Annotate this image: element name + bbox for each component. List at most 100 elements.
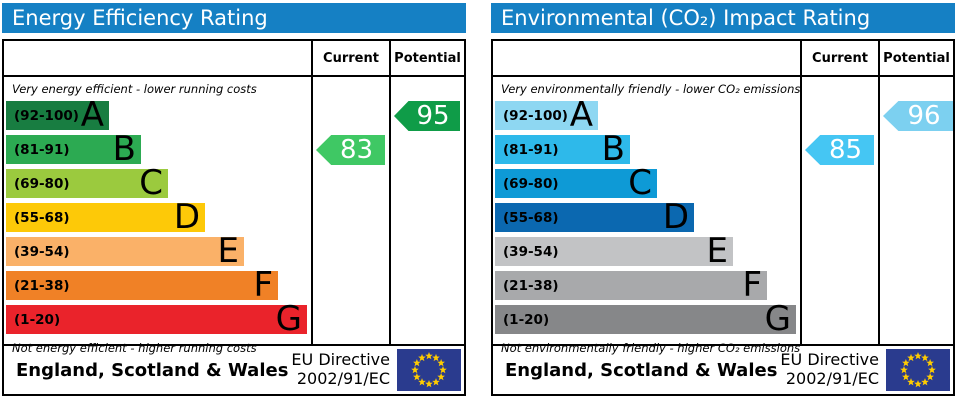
- band-row-g: (1-20) G: [4, 299, 311, 339]
- band-letter: A: [569, 95, 593, 135]
- band-row-c: (69-80) C: [4, 163, 311, 203]
- band-g: (1-20) G: [6, 299, 307, 339]
- co2-footer: England, Scotland & Wales EU Directive 2…: [491, 344, 955, 396]
- co2-potential-area: 96: [880, 77, 953, 344]
- band-range: (81-91): [14, 141, 70, 158]
- energy-potential-arrow: 95: [394, 101, 460, 131]
- band-letter: E: [706, 231, 728, 271]
- energy-rating-table: Very energy efficient - lower running co…: [2, 39, 466, 355]
- energy-bottom-caption: Not energy efficient - higher running co…: [12, 341, 257, 355]
- band-row-c: (69-80) C: [493, 163, 800, 203]
- band-d: (55-68) D: [495, 197, 694, 237]
- co2-potential-column: Potential 96: [878, 41, 953, 344]
- band-range: (92-100): [503, 107, 568, 124]
- band-letter: B: [601, 129, 625, 169]
- band-letter: G: [764, 299, 791, 339]
- band-row-d: (55-68) D: [4, 197, 311, 237]
- band-range: (55-68): [503, 209, 559, 226]
- co2-bottom-caption: Not environmentally friendly - higher CO…: [501, 341, 801, 355]
- band-letter: F: [742, 265, 762, 305]
- co2-current-area: 85: [802, 77, 878, 344]
- band-row-e: (39-54) E: [4, 234, 311, 268]
- band-a: (92-100) A: [6, 95, 109, 135]
- energy-current-arrow: 83: [316, 135, 385, 165]
- eu-directive-label: EU Directive 2002/91/EC: [291, 350, 390, 389]
- band-row-f: (21-38) F: [493, 265, 800, 305]
- co2-current-column: Current 85: [800, 41, 878, 344]
- eu-directive-line2: 2002/91/EC: [296, 369, 390, 388]
- eu-directive-label: EU Directive 2002/91/EC: [780, 350, 879, 389]
- co2-title-bar: Environmental (CO₂) Impact Rating: [491, 3, 955, 33]
- energy-efficiency-panel: Energy Efficiency Rating Very energy eff…: [2, 3, 466, 396]
- band-row-f: (21-38) F: [4, 265, 311, 305]
- energy-title: Energy Efficiency Rating: [12, 6, 268, 30]
- energy-potential-column: Potential 95: [389, 41, 464, 344]
- band-range: (39-54): [503, 243, 559, 260]
- band-d: (55-68) D: [6, 197, 205, 237]
- energy-header-spacer: [4, 41, 311, 77]
- energy-title-bar: Energy Efficiency Rating: [2, 3, 466, 33]
- band-range: (55-68): [14, 209, 70, 226]
- band-letter: D: [662, 197, 689, 237]
- band-letter: C: [628, 163, 652, 203]
- co2-current-value: 85: [828, 135, 863, 165]
- energy-potential-area: 95: [391, 77, 464, 344]
- band-range: (92-100): [14, 107, 79, 124]
- region-label: England, Scotland & Wales: [505, 359, 778, 381]
- current-column-header: Current: [802, 41, 878, 77]
- band-c: (69-80) C: [495, 163, 657, 203]
- band-range: (69-80): [503, 175, 559, 192]
- band-f: (21-38) F: [495, 265, 767, 305]
- band-row-g: (1-20) G: [493, 299, 800, 339]
- co2-title: Environmental (CO₂) Impact Rating: [501, 6, 871, 30]
- current-column-header: Current: [313, 41, 389, 77]
- band-e: (39-54) E: [495, 231, 733, 271]
- co2-bands-body: Very environmentally friendly - lower CO…: [493, 77, 800, 355]
- band-a: (92-100) A: [495, 95, 598, 135]
- energy-bands-body: Very energy efficient - lower running co…: [4, 77, 311, 355]
- band-row-d: (55-68) D: [493, 197, 800, 237]
- co2-potential-value: 96: [907, 101, 941, 131]
- energy-footer: England, Scotland & Wales EU Directive 2…: [2, 344, 466, 396]
- band-range: (1-20): [14, 311, 61, 328]
- co2-header-spacer: [493, 41, 800, 77]
- band-range: (21-38): [14, 277, 70, 294]
- co2-impact-panel: Environmental (CO₂) Impact Rating Very e…: [491, 3, 955, 396]
- band-b: (81-91) B: [6, 129, 141, 169]
- energy-current-value: 83: [339, 135, 374, 165]
- band-range: (81-91): [503, 141, 559, 158]
- energy-current-column: Current 83: [311, 41, 389, 344]
- band-row-b: (81-91) B: [4, 129, 311, 169]
- band-letter: B: [112, 129, 136, 169]
- potential-column-header: Potential: [880, 41, 953, 77]
- eu-directive-line1: EU Directive: [291, 350, 390, 370]
- energy-bands-column: Very energy efficient - lower running co…: [4, 41, 311, 355]
- band-row-b: (81-91) B: [493, 129, 800, 169]
- eu-directive-line2: 2002/91/EC: [785, 369, 879, 388]
- region-label: England, Scotland & Wales: [16, 359, 289, 381]
- band-letter: G: [275, 299, 302, 339]
- band-g: (1-20) G: [495, 299, 796, 339]
- eu-directive-line1: EU Directive: [780, 350, 879, 370]
- band-b: (81-91) B: [495, 129, 630, 169]
- eu-flag-icon: [886, 349, 950, 391]
- band-letter: C: [139, 163, 163, 203]
- eu-flag-icon: [397, 349, 461, 391]
- potential-column-header: Potential: [391, 41, 464, 77]
- co2-rating-table: Very environmentally friendly - lower CO…: [491, 39, 955, 355]
- band-row-a: (92-100) A: [4, 95, 311, 135]
- co2-potential-arrow: 96: [883, 101, 953, 131]
- band-range: (1-20): [503, 311, 550, 328]
- band-range: (21-38): [503, 277, 559, 294]
- band-letter: D: [173, 197, 200, 237]
- band-range: (39-54): [14, 243, 70, 260]
- band-c: (69-80) C: [6, 163, 168, 203]
- band-letter: A: [80, 95, 104, 135]
- band-range: (69-80): [14, 175, 70, 192]
- co2-bands-column: Very environmentally friendly - lower CO…: [493, 41, 800, 355]
- band-row-e: (39-54) E: [493, 231, 800, 271]
- energy-potential-value: 95: [416, 101, 450, 131]
- co2-top-caption: Very environmentally friendly - lower CO…: [501, 82, 801, 96]
- band-letter: F: [253, 265, 273, 305]
